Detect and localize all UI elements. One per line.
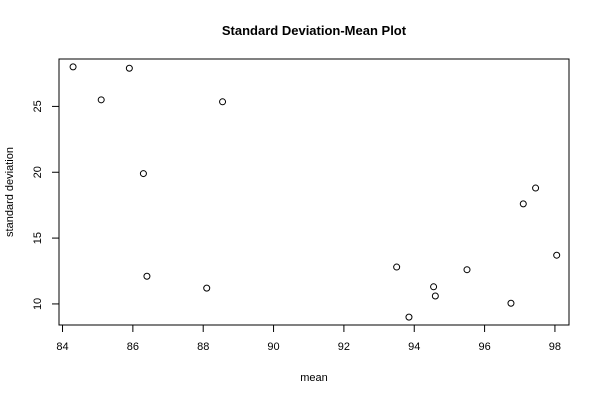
- data-point: [553, 251, 561, 259]
- y-axis-label: standard deviation: [4, 147, 16, 237]
- data-point: [519, 200, 527, 208]
- y-tick-label: 25: [32, 100, 44, 112]
- y-tick-label: 15: [32, 232, 44, 244]
- y-axis: 10 15 20 25: [32, 100, 59, 310]
- x-tick-label: 84: [56, 341, 68, 353]
- data-point: [125, 64, 133, 72]
- data-point: [97, 96, 105, 104]
- data-point: [532, 184, 540, 192]
- x-tick-label: 86: [127, 341, 139, 353]
- y-tick-label: 20: [32, 166, 44, 178]
- x-tick-label: 96: [478, 341, 490, 353]
- x-axis: 84 86 88 90 92 94 96 98: [56, 325, 561, 353]
- chart-title: Standard Deviation-Mean Plot: [222, 23, 407, 38]
- data-point: [143, 272, 151, 280]
- x-tick-label: 94: [408, 341, 420, 353]
- data-points: [69, 63, 561, 321]
- plot-frame: [58, 58, 570, 326]
- data-point: [507, 299, 515, 307]
- x-tick-label: 90: [267, 341, 279, 353]
- data-point: [203, 284, 211, 292]
- data-point: [463, 266, 471, 274]
- y-tick-label: 10: [32, 298, 44, 310]
- data-point: [139, 170, 147, 178]
- x-tick-label: 92: [338, 341, 350, 353]
- data-point: [219, 98, 227, 106]
- data-point: [431, 292, 439, 300]
- data-point: [393, 263, 401, 271]
- x-tick-label: 98: [549, 341, 561, 353]
- data-point: [430, 283, 438, 291]
- data-point: [405, 313, 413, 321]
- x-tick-label: 88: [197, 341, 209, 353]
- data-point: [69, 63, 77, 71]
- x-axis-label: mean: [300, 372, 328, 384]
